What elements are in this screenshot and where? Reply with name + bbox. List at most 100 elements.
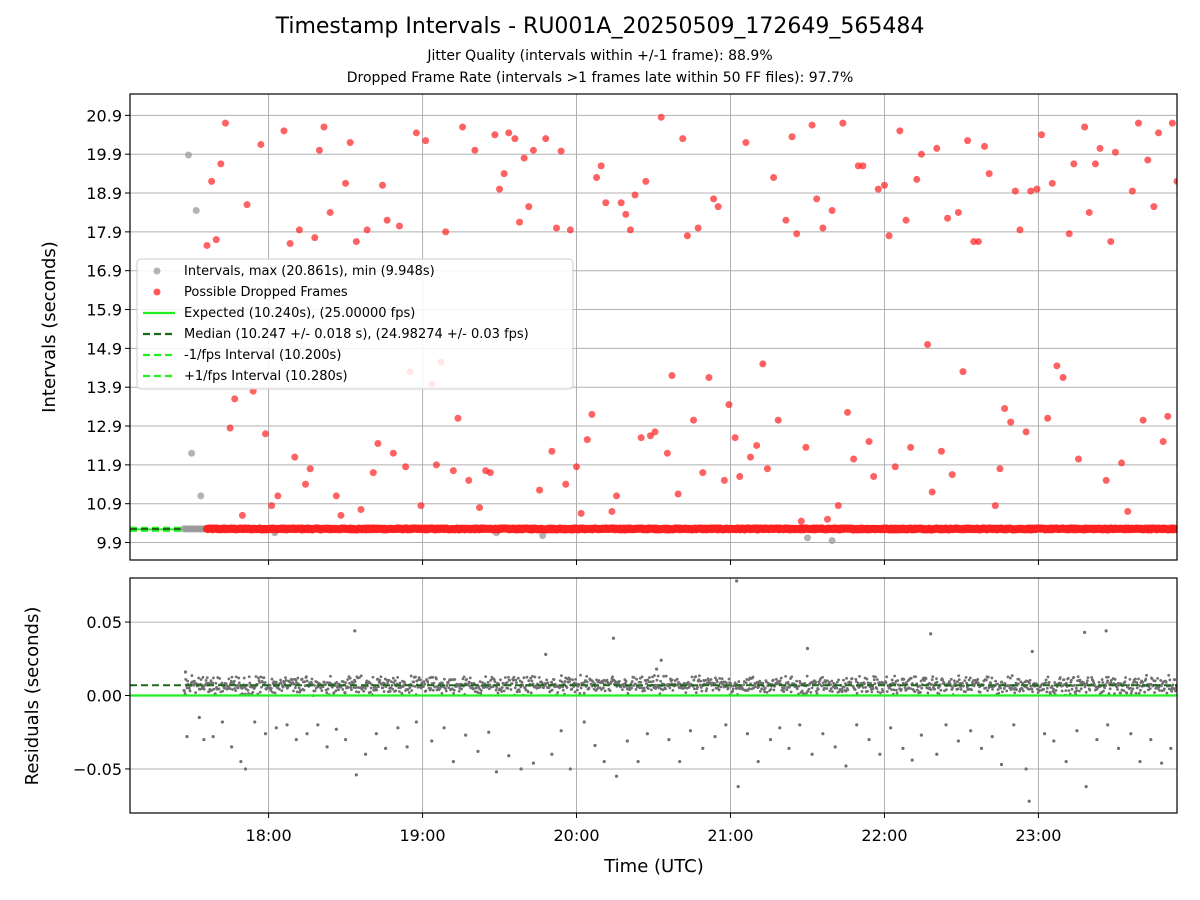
residual-point [797, 684, 801, 688]
residual-point [205, 676, 209, 679]
residual-point [332, 691, 336, 694]
residual-point [499, 678, 502, 682]
dropped-frame-point [759, 360, 767, 368]
legend-box [136, 258, 574, 390]
dropped-frame-point [500, 170, 508, 178]
residual-point [996, 688, 1000, 691]
dropped-frame-point [1081, 123, 1089, 131]
residual-point [223, 686, 226, 690]
residual-point [431, 676, 435, 679]
residual-point [611, 675, 614, 679]
residual-point [595, 678, 598, 682]
residual-point [816, 687, 820, 691]
residual-point [457, 684, 460, 688]
residual-outlier-point [1084, 784, 1088, 789]
residual-point [737, 680, 741, 683]
dropped-frame-point [694, 224, 702, 232]
residual-point [888, 686, 892, 690]
residual-point [248, 681, 252, 685]
residual-point [634, 687, 638, 691]
intervals-y-ticks: 9.9 10.9 11.9 12.9 13.9 14.9 15.9 16.9 17.9 18.9 1… [86, 106, 1039, 565]
dropped-frame-point [337, 511, 345, 519]
dropped-frame-point [449, 467, 457, 475]
residual-point [805, 674, 809, 678]
residual-point [948, 680, 951, 683]
residual-point [760, 687, 763, 691]
residual-point [1158, 689, 1161, 692]
residual-point [1029, 684, 1033, 688]
residual-outlier-point [363, 752, 368, 756]
residual-point [1150, 677, 1154, 681]
residual-outlier-point [659, 658, 663, 662]
dropped-frame-point [315, 146, 323, 154]
residual-point [1017, 678, 1021, 681]
residual-point [677, 681, 680, 684]
residual-outlier-point [901, 746, 905, 750]
dropped-frame-point [1001, 405, 1009, 413]
residual-point [960, 681, 964, 685]
residual-outlier-point [1024, 767, 1028, 771]
residual-point [976, 677, 980, 681]
residuals-y-tick-label: 0.05 [86, 613, 122, 632]
residual-point [334, 689, 338, 693]
residual-point [918, 684, 922, 688]
residual-point [284, 676, 287, 680]
residual-outlier-point [519, 767, 523, 771]
residual-outlier-point [1075, 729, 1079, 733]
residual-point [763, 690, 767, 694]
residual-point [270, 677, 274, 681]
residual-point [369, 690, 372, 694]
residual-point [919, 679, 923, 683]
residual-point [516, 676, 520, 680]
dropped-frame-point [583, 436, 591, 444]
residual-point [1159, 679, 1163, 682]
residual-point [1173, 678, 1177, 682]
residual-point [926, 691, 930, 695]
residual-point [1069, 678, 1073, 682]
interval-point [803, 534, 811, 542]
residual-point [183, 692, 187, 695]
residual-point [226, 684, 230, 688]
dropped-frame-point [839, 119, 847, 127]
residual-point [529, 691, 533, 695]
dropped-frame-point [631, 191, 639, 199]
dropped-frame-point [208, 177, 216, 185]
residual-point [233, 686, 237, 690]
residual-point [1129, 692, 1133, 696]
residual-point [705, 687, 709, 691]
residual-outlier-point [611, 636, 616, 640]
residual-point [845, 676, 848, 680]
residual-point [348, 676, 352, 680]
residual-point [408, 686, 412, 690]
dropped-frame-point [1135, 119, 1143, 127]
residual-point [290, 678, 294, 681]
residual-point [763, 686, 767, 690]
residual-point [188, 686, 191, 690]
residual-point [494, 688, 498, 692]
residual-point [642, 686, 646, 690]
residual-point [909, 676, 913, 680]
residual-point [601, 681, 605, 684]
dropped-frame-point [442, 228, 450, 236]
residual-point [188, 689, 192, 693]
residuals-ticks: 0.05 0.00 −0.05 18:00 19:00 20:00 21:00 22:00 23… [73, 613, 1062, 845]
residual-point [269, 689, 273, 692]
residual-point [1090, 675, 1094, 679]
residual-point [423, 682, 427, 686]
residual-point [635, 677, 638, 681]
residual-point [709, 678, 713, 681]
residual-point [205, 681, 209, 685]
dropped-frame-point [714, 203, 722, 211]
dropped-frame-point [974, 238, 982, 246]
residual-point [890, 688, 893, 691]
residual-point [382, 690, 386, 693]
residual-point [789, 690, 793, 694]
residual-point [823, 686, 826, 690]
residual-point [1064, 689, 1068, 693]
residual-point [194, 691, 197, 695]
residual-outlier-point [919, 733, 924, 737]
residual-outlier-point [220, 720, 224, 724]
residual-point [751, 675, 755, 679]
residual-point [346, 678, 350, 681]
legend-entry-intervals: Intervals, max (20.861s), min (9.948s) [184, 264, 435, 279]
